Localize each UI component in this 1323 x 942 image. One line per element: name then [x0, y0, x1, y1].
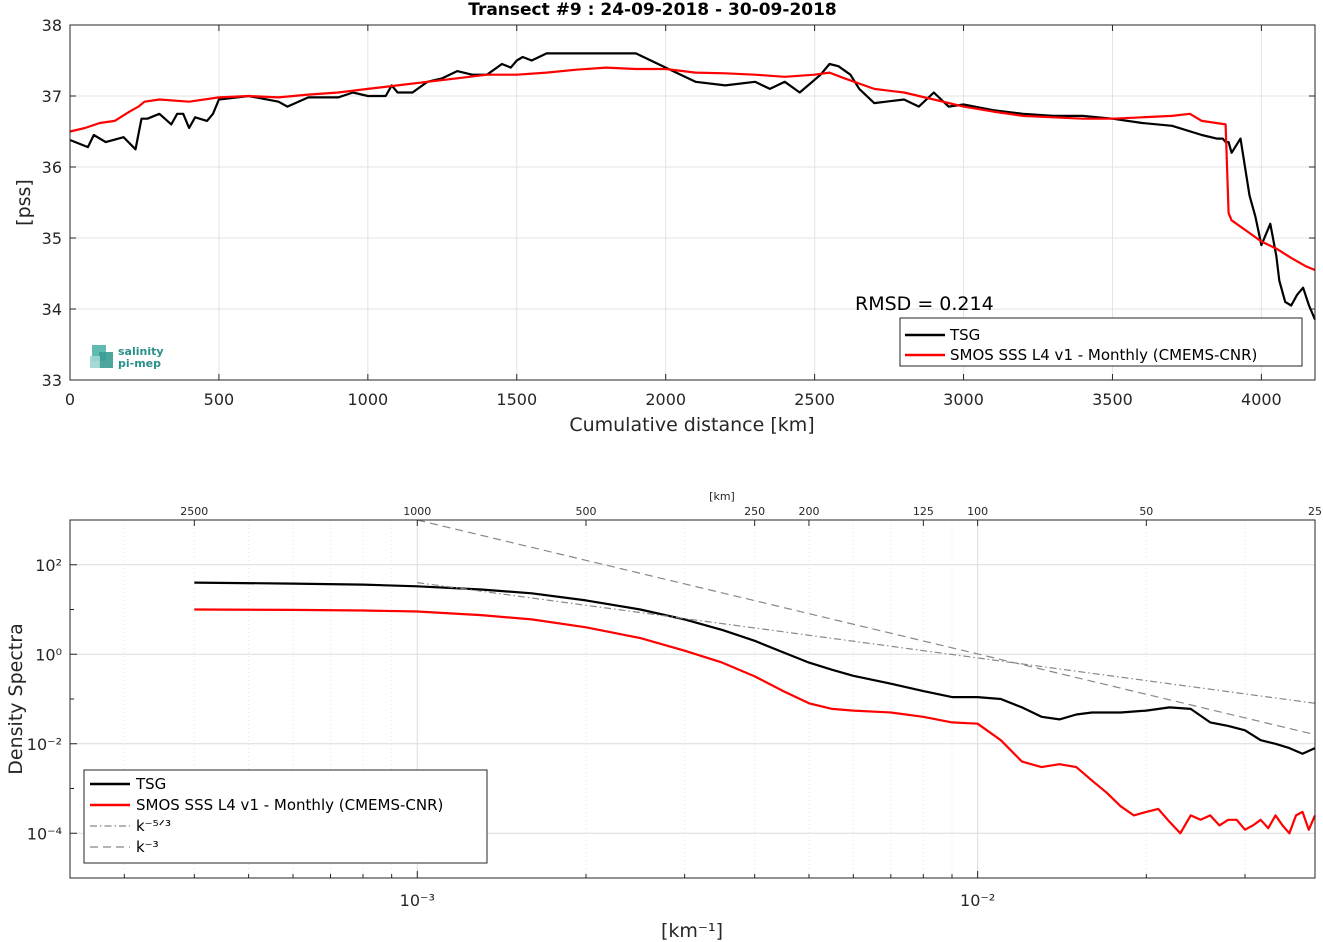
top-tick-label: 500	[575, 505, 596, 518]
series-line-k3	[417, 519, 1316, 736]
series-line-smos	[69, 66, 1316, 272]
legend-label: k⁻³	[136, 838, 159, 856]
x-axis-label: [km⁻¹]	[661, 920, 723, 942]
rmsd-annotation: RMSD = 0.214	[855, 293, 994, 315]
x-tick-label: 0	[65, 390, 75, 409]
legend-label: k⁻⁵ᐟ³	[136, 817, 171, 835]
top-tick-label: 125	[913, 505, 934, 518]
y-tick-label: 10⁻²	[27, 735, 62, 754]
logo-block	[99, 352, 113, 368]
x-tick-label: 500	[204, 390, 235, 409]
y-axis-label: Density Spectra	[5, 623, 27, 774]
y-tick-label: 34	[42, 300, 62, 319]
legend-box	[899, 317, 1303, 367]
top-tick-label: 50	[1139, 505, 1153, 518]
legend-box	[83, 769, 488, 864]
top-tick-label: 25	[1308, 505, 1322, 518]
legend-label: SMOS SSS L4 v1 - Monthly (CMEMS-CNR)	[136, 796, 443, 814]
legend-label: SMOS SSS L4 v1 - Monthly (CMEMS-CNR)	[950, 346, 1257, 364]
plot-frame	[69, 519, 1316, 879]
top-tick-label: 1000	[403, 505, 431, 518]
x-tick-label: 2000	[645, 390, 686, 409]
y-tick-label: 35	[42, 229, 62, 248]
x-tick-label: 3000	[943, 390, 984, 409]
logo-text-salinity: salinity	[118, 345, 164, 358]
x-tick-label: 2500	[794, 390, 835, 409]
x-tick-label: 1000	[347, 390, 388, 409]
logo-block	[90, 356, 100, 368]
top-tick-label: 2500	[180, 505, 208, 518]
x-tick-label: 10⁻³	[400, 891, 435, 910]
y-axis-label: [pss]	[13, 179, 35, 226]
top-tick-label: 250	[744, 505, 765, 518]
top-tick-label: 100	[967, 505, 988, 518]
legend-label: TSG	[135, 775, 166, 793]
legend: TSG SMOS SSS L4 v1 - Monthly (CMEMS-CNR) k…	[83, 769, 488, 864]
y-tick-label: 36	[42, 158, 62, 177]
y-tick-label: 38	[42, 16, 62, 35]
x-axis-label: Cumulative distance [km]	[569, 414, 814, 436]
series-line-tsg	[194, 581, 1316, 755]
series-line-tsg	[69, 52, 1317, 321]
y-tick-label: 37	[42, 87, 62, 106]
y-tick-label: 10²	[35, 556, 62, 575]
logo-text-pimep: pi-mep	[118, 357, 161, 370]
x-tick-label: 1500	[496, 390, 537, 409]
x-tick-label: 10⁻²	[960, 891, 995, 910]
y-tick-label: 33	[42, 371, 62, 390]
top-chart: 0 500 1000 1500 2000 2500 3000 3500 4000 33 34 35 36…	[13, 0, 1317, 436]
chart-title: Transect #9 : 24-09-2018 - 30-09-2018	[468, 0, 837, 20]
x-tick-label: 3500	[1092, 390, 1133, 409]
series-line-k53	[417, 582, 1316, 704]
y-tick-label: 10⁻⁴	[27, 824, 62, 843]
y-tick-label: 10⁰	[35, 645, 62, 664]
top-tick-label: 200	[798, 505, 819, 518]
legend-label: TSG	[949, 326, 980, 344]
legend: TSG SMOS SSS L4 v1 - Monthly (CMEMS-CNR)	[899, 317, 1303, 367]
series-line-smos	[194, 608, 1317, 835]
plot-frame	[69, 24, 1316, 381]
bottom-chart: 10⁻³ 10⁻² 10⁻⁴ 10⁻² 10⁰ 10² 2500 1000 500 250 200 1…	[5, 490, 1322, 942]
x-tick-label: 4000	[1241, 390, 1282, 409]
top-axis-label: [km]	[709, 490, 735, 503]
